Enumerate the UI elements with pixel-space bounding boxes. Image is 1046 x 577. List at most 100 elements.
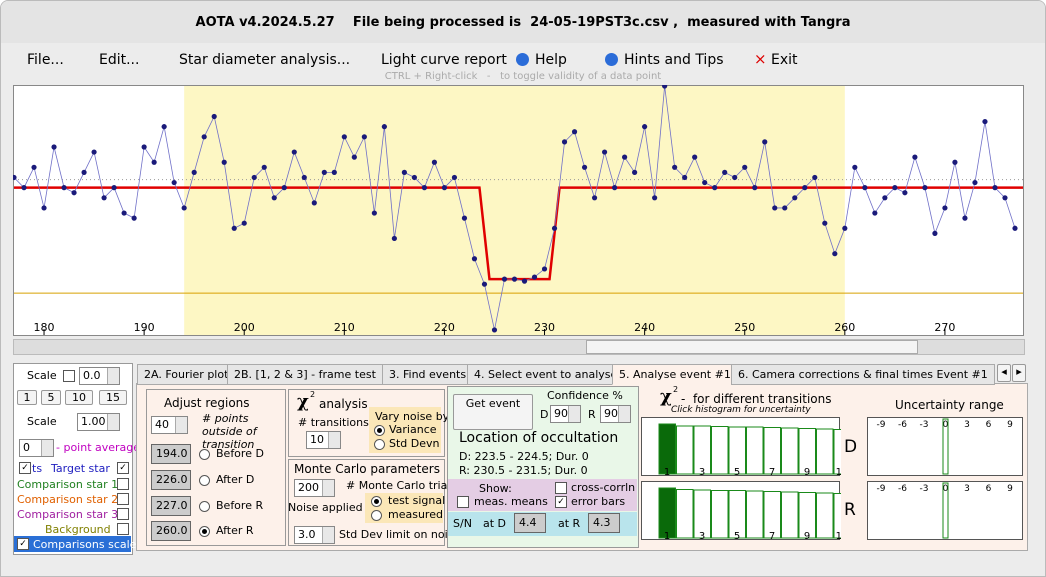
histogram-label: 7 (769, 531, 775, 542)
average-select[interactable]: 0 (19, 439, 54, 457)
trials-spinner[interactable]: 200 (294, 479, 335, 497)
tab-scroll-left[interactable]: ◂ (997, 364, 1011, 382)
region-radio[interactable] (199, 475, 210, 486)
menu-item[interactable]: Edit... (99, 52, 140, 68)
histogram-label: 3 (699, 531, 705, 542)
average-label: - point average (56, 441, 141, 454)
data-point (832, 251, 838, 257)
scaled-checkbox[interactable]: ✓ (17, 538, 29, 550)
transitions-spinner[interactable]: 10 (306, 431, 341, 449)
monte-panel (288, 459, 445, 546)
data-point (371, 210, 377, 216)
menu-item[interactable]: Hints and Tips (624, 52, 724, 68)
uncertainty-tick: -9 (877, 484, 886, 494)
d-label: D (540, 408, 549, 421)
comp1-checkbox[interactable] (117, 478, 129, 490)
data-point (822, 220, 828, 226)
scroll-thumb[interactable] (586, 340, 918, 354)
menu-item[interactable]: File... (27, 52, 64, 68)
tab[interactable]: 6. Camera corrections & final times Even… (731, 364, 995, 385)
data-point (471, 256, 478, 262)
data-point (872, 210, 878, 216)
get-event-button[interactable]: Get event (453, 394, 533, 430)
histogram-bar (816, 428, 834, 475)
points-spinner[interactable]: 40 (151, 416, 188, 434)
region-label: After D (216, 473, 255, 486)
data-point (962, 215, 968, 221)
histogram-label: 1 (664, 467, 670, 478)
stddev-radio[interactable] (374, 439, 385, 450)
analysis-region (184, 86, 845, 335)
scale-button[interactable]: 15 (99, 390, 127, 405)
histogram-bar (746, 426, 764, 475)
target-checkbox[interactable]: ✓ (117, 462, 129, 474)
uncertainty-tick: 0 (943, 484, 949, 494)
data-point (1002, 195, 1008, 201)
data-point (591, 195, 598, 201)
chi-panel (288, 389, 445, 457)
tab-active[interactable]: 5. Analyse event #1 (612, 364, 738, 385)
data-point (231, 225, 237, 231)
data-point (932, 230, 938, 236)
data-point (111, 185, 117, 191)
comp3-checkbox[interactable] (117, 508, 129, 520)
variance-radio[interactable] (374, 425, 385, 436)
data-point (682, 174, 688, 181)
region-radio[interactable] (199, 526, 210, 537)
limit-spinner[interactable]: 3.0 (294, 526, 335, 544)
menu-item[interactable]: Star diameter analysis... (179, 52, 351, 68)
hint: CTRL + Right-click - to toggle validity … (384, 71, 662, 82)
data-point (902, 190, 908, 196)
errors-checkbox[interactable]: ✓ (555, 496, 567, 508)
histograms: A L L1357911A L L1357911 (641, 417, 841, 542)
ts-checkbox[interactable]: ✓ (19, 462, 31, 474)
menu-item[interactable]: Light curve report (381, 52, 507, 68)
data-point (732, 174, 738, 181)
hist-subtitle: Click histogram for uncertainty (671, 405, 811, 415)
data-point (541, 266, 548, 272)
tab[interactable]: 2A. Fourier plot (137, 364, 236, 385)
menu-item[interactable]: Exit (771, 52, 798, 68)
comp2-checkbox[interactable] (117, 493, 129, 505)
menu-item[interactable]: Help (535, 52, 567, 68)
tab[interactable]: 4. Select event to analyse (467, 364, 625, 385)
histogram-bar (798, 492, 816, 539)
light-curve-plot: 180 190 200 210 220 230 240 250 260 270 (13, 85, 1024, 336)
scale-spinner[interactable]: 1.00 (77, 413, 120, 431)
help-icon (516, 53, 529, 66)
test-radio[interactable] (371, 496, 382, 507)
comp1-label: Comparison star 1 (17, 478, 119, 491)
scale-button[interactable]: 10 (65, 390, 93, 405)
tab-scroll-right[interactable]: ▸ (1012, 364, 1026, 382)
scale-checkbox[interactable] (63, 370, 75, 382)
region-label: After R (216, 524, 254, 537)
title-bar (1, 1, 1045, 43)
uncertainty-tick: -3 (920, 420, 929, 430)
region-radio[interactable] (199, 449, 210, 460)
r-confidence[interactable]: 90 (600, 405, 631, 423)
histogram-bar (658, 487, 676, 539)
show-label: Show: (479, 482, 512, 495)
tab[interactable]: 2B. [1, 2 & 3] - frame test (227, 364, 383, 385)
cross-checkbox[interactable] (555, 482, 567, 494)
data-point (632, 169, 638, 175)
data-point (672, 164, 678, 170)
data-point (772, 205, 778, 211)
tab[interactable]: 3. Find events (382, 364, 474, 385)
means-checkbox[interactable] (457, 496, 469, 508)
scale-button[interactable]: 1 (17, 390, 37, 405)
uncertainty-plots: -9 -6 -3 0 3 6 9 -9 -6 -3 0 3 6 9 (867, 417, 1023, 540)
data-point (211, 113, 217, 120)
measured-radio[interactable] (371, 510, 382, 521)
scale-spinner[interactable]: 0.0 (79, 367, 120, 385)
background-checkbox[interactable] (117, 523, 129, 535)
data-point (1012, 225, 1018, 231)
noise-label: Noise applied to (288, 501, 378, 514)
region-radio[interactable] (199, 501, 210, 512)
data-point (642, 124, 648, 130)
uncertainty-tick: 9 (1007, 484, 1013, 494)
scale-button[interactable]: 5 (41, 390, 61, 405)
data-point (481, 281, 488, 287)
d-confidence[interactable]: 90 (550, 405, 581, 423)
data-point (71, 190, 77, 196)
